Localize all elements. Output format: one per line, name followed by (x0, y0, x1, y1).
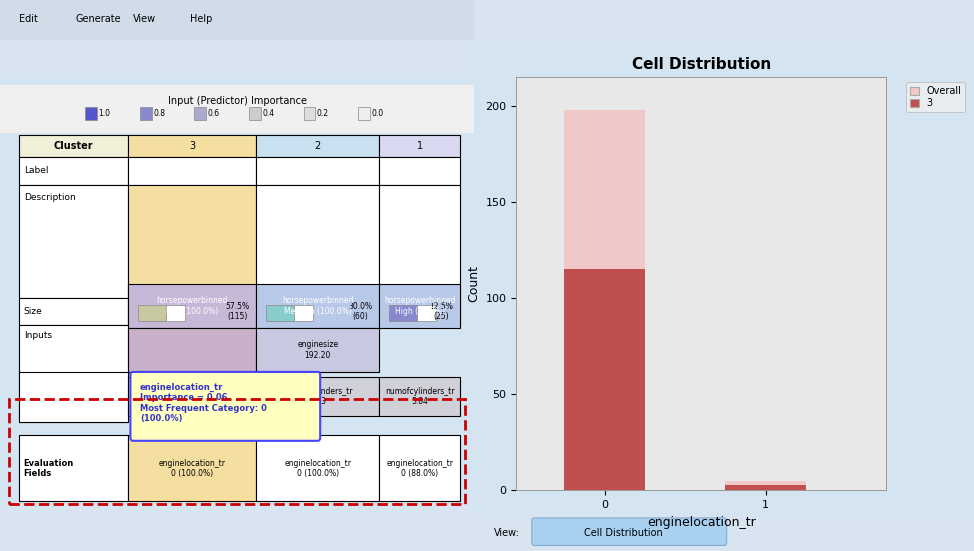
Text: View: View (132, 14, 156, 24)
Text: Evaluation
Fields: Evaluation Fields (23, 458, 74, 478)
Text: numofcylinders_tr
4.43: numofcylinders_tr 4.43 (283, 387, 353, 407)
Text: 30.0%
(60): 30.0% (60) (349, 301, 373, 321)
Text: Cluster: Cluster (54, 141, 94, 151)
Text: Inputs: Inputs (23, 331, 52, 339)
Bar (0, 504, 474, 551)
Bar (256, 328, 380, 372)
Bar (128, 298, 256, 325)
Text: enginelocation_tr
0 (88.0%): enginelocation_tr 0 (88.0%) (387, 458, 453, 478)
Text: Generate: Generate (76, 14, 122, 24)
Bar (304, 107, 316, 120)
Bar (140, 107, 152, 120)
Bar (256, 185, 380, 298)
Text: Label: Label (23, 166, 49, 175)
Bar (380, 284, 460, 328)
Text: 12.5%
(25): 12.5% (25) (430, 301, 453, 321)
Text: Description: Description (23, 193, 75, 202)
Bar (380, 185, 460, 298)
Bar (418, 305, 436, 321)
Bar (19, 157, 128, 185)
Text: enginelocation_tr
0 (100.0%): enginelocation_tr 0 (100.0%) (159, 458, 226, 478)
FancyBboxPatch shape (131, 372, 320, 441)
Bar (256, 377, 380, 416)
Bar (474, 0, 974, 41)
Bar (256, 135, 380, 157)
Bar (266, 305, 294, 321)
Text: 0.6: 0.6 (207, 109, 220, 118)
Y-axis label: Count: Count (467, 265, 480, 302)
Bar (565, 269, 645, 490)
Bar (380, 135, 460, 157)
Bar (474, 515, 974, 551)
Bar (256, 298, 380, 325)
Bar (380, 298, 460, 325)
Bar (128, 435, 256, 501)
FancyBboxPatch shape (532, 518, 727, 545)
Text: Help: Help (190, 14, 212, 24)
Bar (19, 435, 128, 501)
Bar (19, 135, 128, 157)
Text: Edit: Edit (19, 14, 38, 24)
Text: horsepowerbinned
High (92.0%): horsepowerbinned High (92.0%) (384, 296, 456, 316)
Bar (86, 107, 97, 120)
Bar (19, 185, 128, 298)
Bar (128, 135, 256, 157)
Text: numofcylinders_tr
3.94: numofcylinders_tr 3.94 (158, 387, 227, 407)
Bar (10, 399, 465, 504)
Text: horsepowerbinned
Low (100.0%): horsepowerbinned Low (100.0%) (157, 296, 228, 316)
Bar (726, 485, 805, 490)
Text: View:: View: (495, 528, 520, 538)
Bar (137, 305, 166, 321)
Bar (195, 107, 206, 120)
Bar (256, 284, 380, 328)
Text: 1.0: 1.0 (98, 109, 111, 118)
Bar (128, 328, 256, 372)
Text: 1: 1 (417, 141, 423, 151)
Text: Cell Distribution: Cell Distribution (584, 528, 663, 538)
Bar (294, 305, 313, 321)
Bar (380, 377, 460, 416)
Text: enginesize
192.20: enginesize 192.20 (297, 340, 338, 360)
Text: 57.5%
(115): 57.5% (115) (225, 301, 249, 321)
Text: numofcylinders_tr
5.84: numofcylinders_tr 5.84 (385, 387, 455, 407)
Bar (389, 305, 418, 321)
Bar (19, 372, 128, 422)
Text: 2: 2 (315, 141, 320, 151)
Bar (128, 185, 256, 298)
Bar (249, 107, 261, 120)
Bar (0, 85, 474, 132)
Bar (565, 110, 645, 490)
Bar (166, 305, 185, 321)
Text: 0.4: 0.4 (262, 109, 275, 118)
Bar (256, 435, 380, 501)
Bar (380, 435, 460, 501)
Bar (0, 0, 474, 39)
Text: horsepowerbinned
Medium (100.0%): horsepowerbinned Medium (100.0%) (282, 296, 354, 316)
Bar (0, 41, 474, 77)
Bar (19, 325, 128, 422)
Bar (256, 157, 380, 185)
Text: Size: Size (23, 307, 43, 316)
Text: enginelocation_tr
Importance = 0.06
Most Frequent Category: 0
(100.0%): enginelocation_tr Importance = 0.06 Most… (140, 383, 267, 423)
Bar (128, 377, 256, 416)
Bar (358, 107, 370, 120)
Bar (380, 157, 460, 185)
Text: 0.0: 0.0 (371, 109, 384, 118)
X-axis label: enginelocation_tr: enginelocation_tr (647, 516, 756, 528)
Text: Input (Predictor) Importance: Input (Predictor) Importance (168, 96, 307, 106)
Text: 0.8: 0.8 (153, 109, 166, 118)
Legend: Overall, 3: Overall, 3 (906, 82, 965, 112)
Text: 0.2: 0.2 (317, 109, 329, 118)
Bar (19, 298, 128, 325)
Text: enginelocation_tr
0 (100.0%): enginelocation_tr 0 (100.0%) (284, 458, 352, 478)
Bar (726, 481, 805, 490)
Title: Cell Distribution: Cell Distribution (632, 57, 770, 72)
Bar (128, 284, 256, 328)
Bar (128, 157, 256, 185)
Text: 3: 3 (189, 141, 195, 151)
